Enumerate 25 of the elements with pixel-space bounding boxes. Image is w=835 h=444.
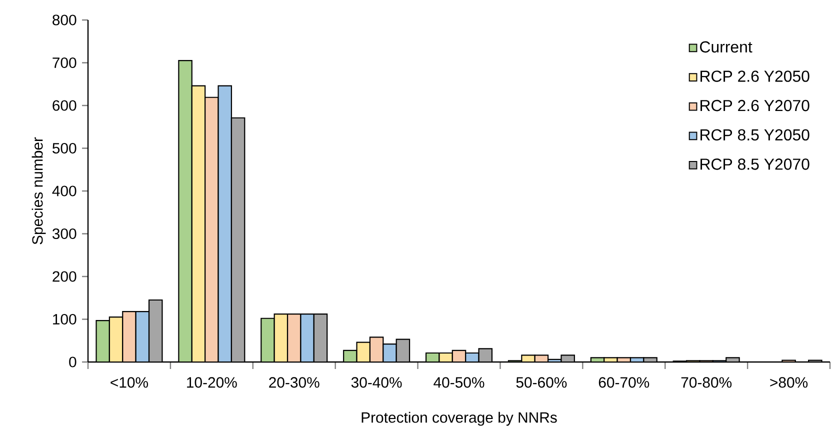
legend-label: RCP 8.5 Y2050 — [700, 129, 810, 140]
y-tick-label: 300 — [52, 228, 76, 240]
y-tick-label: 100 — [53, 314, 76, 325]
legend-label: Current — [700, 41, 752, 53]
x-tick-label: 50-60% — [516, 377, 567, 388]
x-tick-label: 40-50% — [434, 377, 484, 388]
y-tick-label: 800 — [52, 14, 76, 26]
x-tick-label: 60-70% — [598, 377, 650, 388]
y-axis-title: Species number — [32, 137, 46, 244]
y-tick-label: 600 — [52, 100, 76, 111]
x-tick-label: 70-80% — [681, 377, 732, 388]
x-axis-title: Protection coverage by NNRs — [362, 412, 557, 426]
y-tick-label: 400 — [52, 186, 76, 196]
legend-label: RCP 2.6 Y2050 — [700, 70, 810, 82]
legend-label: RCP 2.6 Y2070 — [700, 100, 810, 112]
y-tick-label: 200 — [52, 271, 76, 282]
x-tick-label: 10-20% — [187, 377, 237, 388]
x-tick-label: >80% — [770, 377, 808, 388]
y-tick-label: 0 — [69, 356, 76, 368]
x-tick-label: 20-30% — [269, 377, 320, 388]
y-tick-label: 500 — [52, 142, 76, 154]
y-tick-label: 700 — [52, 57, 76, 68]
legend-label: RCP 8.5 Y2070 — [700, 158, 810, 170]
x-tick-label: 30-40% — [351, 377, 402, 388]
x-tick-label: <10% — [110, 377, 148, 388]
